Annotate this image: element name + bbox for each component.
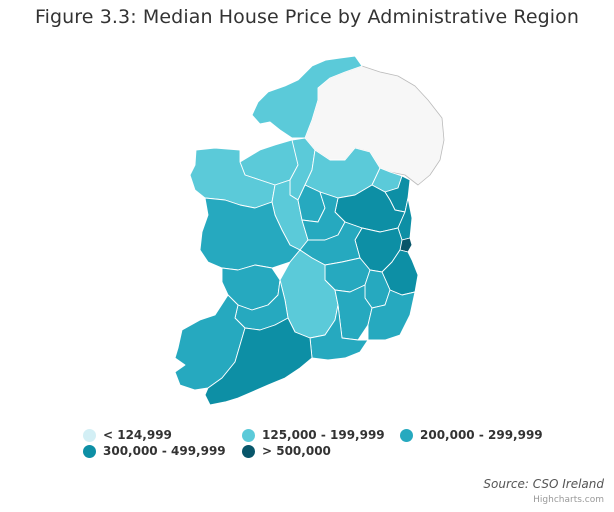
legend-swatch [400,428,413,442]
legend-item-300000-499999[interactable]: 300,000 - 499,999 [83,444,226,458]
legend-label: > 500,000 [262,444,331,458]
source-credit: Source: CSO Ireland [483,477,604,491]
legend-item-200000-299999[interactable]: 200,000 - 299,999 [400,428,543,442]
region-waterford[interactable] [309,304,369,361]
highcharts-credit-link[interactable]: Highcharts.com [533,495,604,505]
legend-item-gt-500000[interactable]: > 500,000 [242,444,331,458]
legend-swatch [83,444,96,458]
legend-item-lt-124999[interactable]: < 124,999 [83,428,172,442]
legend-label: < 124,999 [103,428,172,442]
chart-title: Figure 3.3: Median House Price by Admini… [34,6,580,28]
legend-swatch [242,444,255,458]
legend-swatch [242,428,255,442]
region-wexford[interactable] [367,289,416,341]
legend-swatch [83,428,96,442]
legend-label: 200,000 - 299,999 [420,428,543,442]
legend-label: 300,000 - 499,999 [103,444,226,458]
region-donegal[interactable] [251,55,363,139]
ireland-map [174,55,445,406]
legend-label: 125,000 - 199,999 [262,428,385,442]
legend-item-125000-199999[interactable]: 125,000 - 199,999 [242,428,385,442]
region-cork[interactable] [204,317,313,406]
